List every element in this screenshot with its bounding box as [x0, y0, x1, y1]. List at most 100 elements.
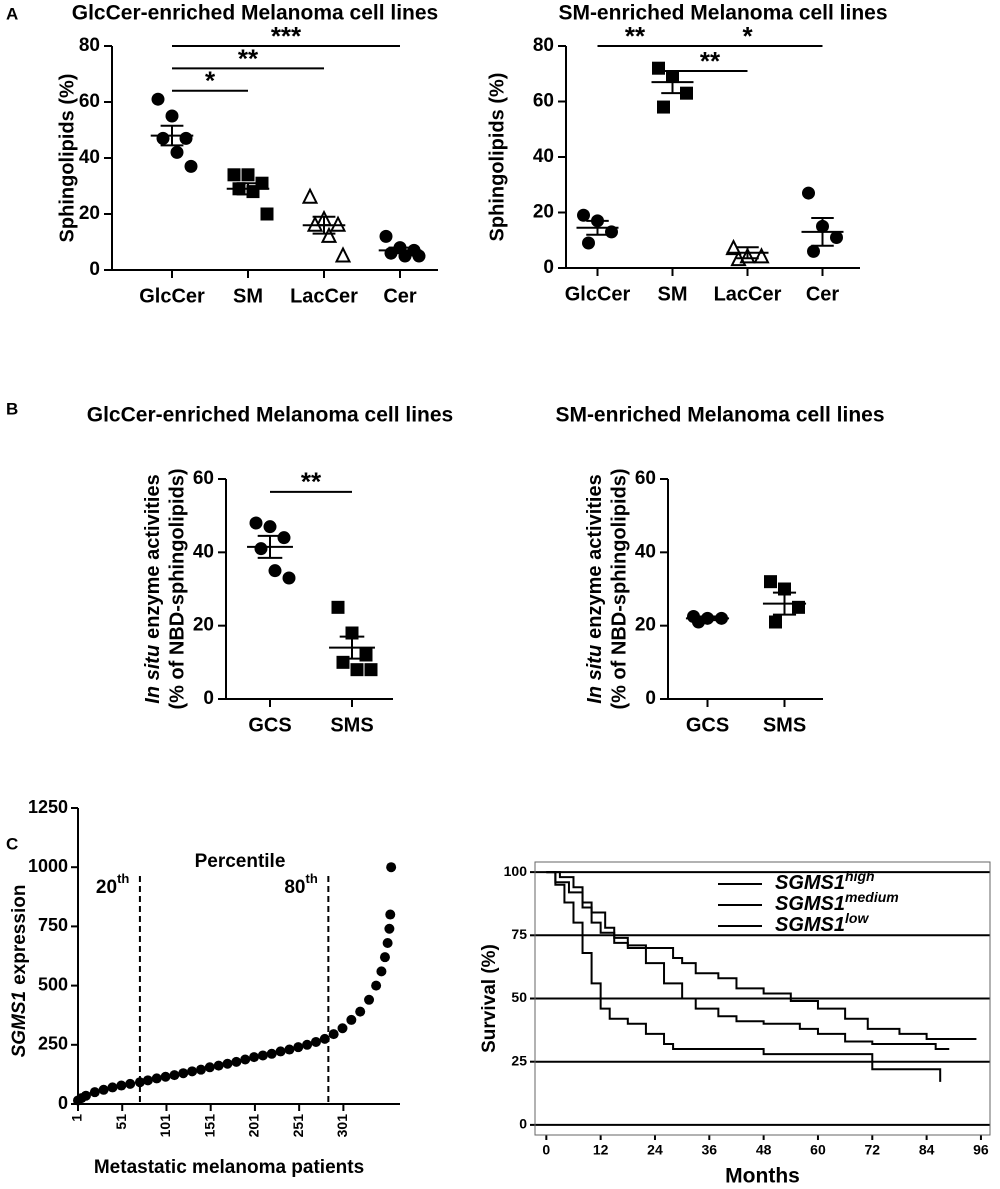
y-tick-label: 20 [635, 615, 656, 636]
x-tick-label: 101 [157, 1114, 173, 1138]
y-tick-label: 80 [79, 35, 100, 56]
data-point [379, 229, 393, 243]
significance-label: ** [238, 43, 259, 73]
data-point [89, 1087, 100, 1098]
x-tick-label: 72 [864, 1142, 880, 1158]
significance-label: * [205, 66, 216, 96]
survival-curve [546, 871, 942, 1082]
significance-label: *** [271, 21, 302, 51]
y-tick-label: 40 [193, 541, 214, 562]
data-point [652, 61, 665, 75]
data-point [98, 1084, 109, 1095]
y-axis-label-part: In situ [142, 645, 164, 704]
x-tick-label: 48 [756, 1142, 772, 1158]
data-point [134, 1077, 145, 1088]
chart-title: SM-enriched Melanoma cell lines [555, 404, 884, 427]
x-axis-label: Months [725, 1165, 800, 1188]
legend-label-part: medium [845, 889, 899, 905]
y-axis-label: In situ enzyme activities [142, 474, 164, 703]
x-tick-label: 301 [334, 1114, 350, 1138]
x-tick-label: 36 [702, 1142, 718, 1158]
data-point [241, 168, 255, 182]
data-point [331, 600, 345, 614]
chart-title: GlcCer-enriched Melanoma cell lines [87, 404, 453, 427]
data-point [151, 92, 165, 106]
data-point [328, 1029, 339, 1040]
legend-label: SGMS1low [775, 910, 869, 937]
data-point [213, 1060, 224, 1071]
percentile-label-part: th [117, 871, 129, 886]
data-point [582, 236, 595, 250]
plot-frame [534, 861, 991, 1136]
panel-label: C [6, 834, 18, 853]
data-point [376, 966, 387, 977]
data-point [412, 249, 426, 263]
survival-curve [546, 871, 977, 1040]
survival-curve [546, 871, 950, 1051]
data-point [382, 937, 393, 948]
data-point [116, 1080, 127, 1091]
y-axis-label: Survival (%) [479, 944, 500, 1053]
y-axis-label: Sphingolipids (%) [486, 73, 508, 242]
y-tick-label: 60 [533, 91, 554, 112]
y-tick-label: 20 [533, 202, 554, 223]
x-tick-label: 1 [69, 1114, 85, 1122]
y-tick-label: 20 [193, 615, 214, 636]
data-point [179, 131, 193, 145]
x-tick-label: 0 [542, 1142, 550, 1158]
significance-label: ** [625, 21, 646, 51]
data-point [268, 564, 282, 578]
data-point [577, 208, 590, 222]
data-point [151, 1073, 162, 1084]
x-tick-label: 96 [973, 1142, 989, 1158]
y-tick-label: 500 [38, 974, 68, 994]
data-point [249, 516, 263, 530]
y-tick-label: 0 [89, 259, 100, 280]
x-tick-label: GCS [248, 714, 291, 736]
data-point [379, 952, 390, 963]
data-point [802, 186, 815, 200]
chart-title: SM-enriched Melanoma cell lines [558, 2, 887, 25]
x-tick-label: 201 [246, 1114, 262, 1138]
y-axis-label-part: SGMS1 [9, 991, 30, 1058]
percentile-label-part: th [305, 871, 317, 886]
x-tick-label: SM [233, 285, 263, 307]
data-point [346, 1014, 357, 1025]
data-point [364, 663, 378, 677]
data-point [169, 1070, 180, 1081]
data-point [263, 520, 277, 534]
legend-label-part: SGMS1 [775, 872, 845, 894]
data-point [384, 923, 395, 934]
data-point [170, 145, 184, 159]
y-axis-label-part: expression [9, 885, 30, 985]
data-point [302, 1039, 313, 1050]
data-point [227, 168, 241, 182]
x-tick-label: 251 [290, 1114, 306, 1138]
y-tick-label: 40 [635, 541, 656, 562]
data-point [320, 226, 338, 243]
legend-label-part: SGMS1 [775, 914, 845, 936]
chart-title: GlcCer-enriched Melanoma cell lines [72, 2, 438, 25]
x-tick-label: SM [658, 283, 688, 305]
y-tick-label: 40 [533, 146, 554, 167]
y-tick-label: 0 [543, 257, 554, 278]
y-tick-label: 750 [38, 915, 68, 935]
data-point [249, 1052, 260, 1063]
data-point [187, 1066, 198, 1077]
legend-label: SGMS1high [775, 868, 875, 895]
significance-label: * [742, 21, 753, 51]
x-tick-label: LacCer [290, 285, 358, 307]
x-tick-label: LacCer [714, 283, 782, 305]
data-point [657, 100, 670, 114]
data-point [350, 663, 364, 677]
x-tick-label: 84 [919, 1142, 935, 1158]
data-point [156, 131, 170, 145]
data-point [80, 1090, 91, 1101]
percentile-label-part: 80 [284, 877, 305, 898]
x-tick-label: GlcCer [565, 283, 631, 305]
data-point [310, 1036, 321, 1047]
y-tick-label: 20 [79, 203, 100, 224]
y-tick-label: 0 [58, 1093, 68, 1113]
x-tick-label: 60 [810, 1142, 826, 1158]
